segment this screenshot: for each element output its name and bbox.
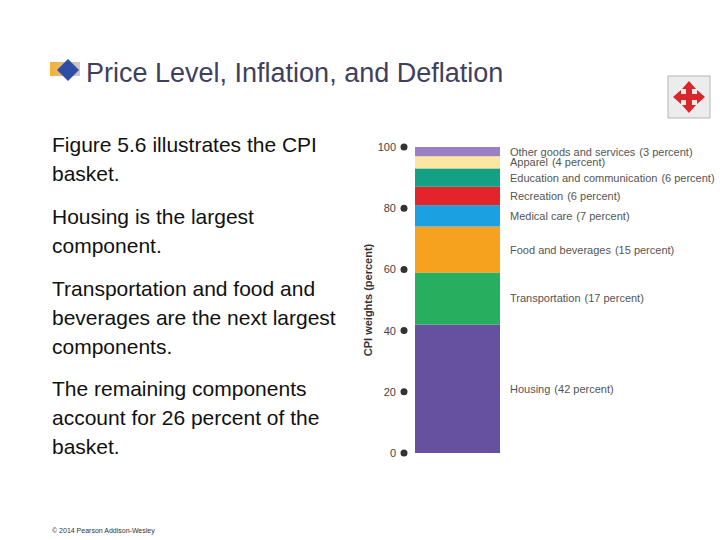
bullet-text: The remaining components account for 26 … <box>52 374 352 461</box>
bullet-text: Figure 5.6 illustrates the CPI basket. <box>52 130 352 188</box>
y-tick-label: 40 <box>384 325 396 337</box>
segment-label: Housing (42 percent) <box>510 383 614 395</box>
bullet-text: Housing is the largest component. <box>52 202 352 260</box>
y-tick <box>401 327 408 334</box>
segment-value-label: (17 percent) <box>585 292 644 304</box>
segment-value-label: (4 percent) <box>552 156 605 168</box>
y-tick-label: 0 <box>390 447 396 459</box>
segment-name: Education and communication <box>510 172 657 184</box>
segment-name: Food and beverages <box>510 244 611 256</box>
nav-icon-box <box>668 76 710 118</box>
slide-title: Price Level, Inflation, and Deflation <box>86 58 503 88</box>
segment-name: Apparel <box>510 156 548 168</box>
segment-label: Apparel (4 percent) <box>510 156 605 168</box>
segment-label: Recreation (6 percent) <box>510 190 620 202</box>
bar-segment <box>415 187 500 205</box>
segment-name: Housing <box>510 383 550 395</box>
slide: {"slide": {"title": "Price Level, Inflat… <box>0 0 720 540</box>
y-tick <box>401 205 408 212</box>
y-tick <box>401 144 408 151</box>
segment-value-label: (6 percent) <box>661 172 714 184</box>
segment-label: Food and beverages (15 percent) <box>510 244 674 256</box>
bar-segment <box>415 324 500 453</box>
bar-segment <box>415 272 500 324</box>
segment-value-label: (6 percent) <box>567 190 620 202</box>
segment-value-label: (42 percent) <box>554 383 613 395</box>
y-tick <box>401 450 408 457</box>
y-tick-label: 80 <box>384 202 396 214</box>
y-tick-label: 100 <box>378 141 396 153</box>
segment-value-label: (15 percent) <box>615 244 674 256</box>
segment-value-label: (7 percent) <box>576 210 629 222</box>
segment-label: Education and communication (6 percent) <box>510 172 715 184</box>
segment-name: Medical care <box>510 210 572 222</box>
segment-label: Medical care (7 percent) <box>510 210 630 222</box>
chart: 0 20 40 60 80 100 CPI weights (percent) Housing… <box>362 141 715 459</box>
bars <box>415 147 500 453</box>
segment-name: Other goods and services <box>510 146 636 158</box>
nav-icon-arrows <box>673 81 705 113</box>
y-tick <box>401 388 408 395</box>
bar-segment <box>415 227 500 273</box>
bar-segment <box>415 168 500 186</box>
segment-label: Other goods and services(3 percent) <box>510 146 693 158</box>
slide-canvas: Price Level, Inflation, and Deflation 0 20… <box>0 0 720 540</box>
y-tick-label: 60 <box>384 263 396 275</box>
y-axis-label: CPI weights (percent) <box>362 243 374 356</box>
title-diamond <box>57 59 79 81</box>
segment-name: Transportation <box>510 292 581 304</box>
bar-segment <box>415 205 500 226</box>
bar-segment <box>415 147 500 156</box>
segment-label: Transportation (17 percent) <box>510 292 644 304</box>
bar-segment <box>415 156 500 168</box>
segment-name: Recreation <box>510 190 563 202</box>
segment-value-label: (3 percent) <box>639 146 692 158</box>
y-tick <box>401 266 408 273</box>
footer: © 2014 Pearson Addison-Wesley <box>52 527 155 534</box>
y-tick-label: 20 <box>384 386 396 398</box>
segment-labels: Housing (42 percent) Transportation (17 per… <box>510 146 715 395</box>
bullet-text: Transportation and food and beverages ar… <box>52 274 352 361</box>
